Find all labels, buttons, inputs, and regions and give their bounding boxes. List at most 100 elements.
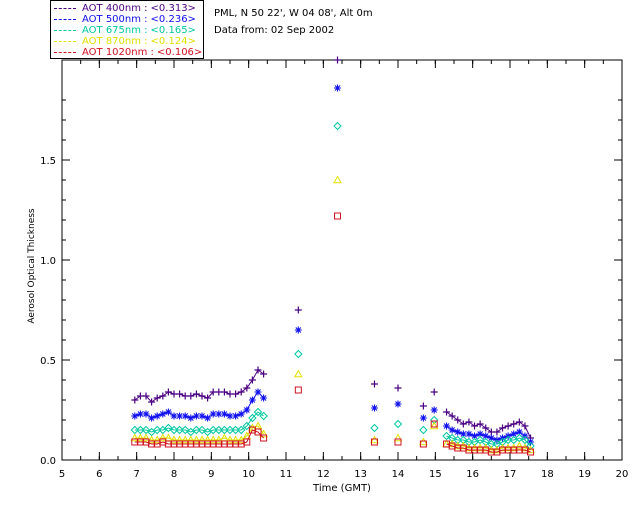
legend-value: <0.124>	[150, 36, 196, 47]
series-line	[446, 411, 531, 439]
data-point-triangle	[419, 437, 428, 446]
x-tick-label: 5	[59, 469, 65, 480]
data-point-triangle	[453, 441, 463, 450]
series-line	[446, 425, 531, 443]
data-point-triangle	[231, 435, 240, 444]
data-point-asterisk	[237, 410, 245, 418]
data-point-triangle	[192, 435, 201, 444]
data-point-triangle	[186, 435, 196, 444]
data-point-asterisk	[515, 428, 523, 436]
legend-value: <0.165>	[150, 25, 196, 36]
data-point-plus	[260, 370, 268, 378]
data-point-plus	[159, 392, 167, 400]
x-axis-label: Time (GMT)	[312, 483, 371, 494]
data-point-triangle	[169, 435, 179, 444]
data-point-diamond	[393, 419, 403, 429]
data-point-plus	[131, 396, 139, 404]
data-point-asterisk	[471, 432, 479, 440]
legend-line	[54, 19, 76, 20]
data-point-plus	[459, 420, 467, 428]
data-point-asterisk	[334, 84, 342, 92]
data-point-plus	[254, 366, 262, 374]
data-point-triangle	[503, 443, 513, 452]
data-point-asterisk	[454, 428, 462, 436]
data-point-diamond	[333, 121, 342, 131]
x-tick-label: 11	[280, 469, 293, 480]
data-point-triangle	[180, 435, 190, 444]
data-point-asterisk	[419, 414, 427, 422]
data-point-plus	[419, 402, 427, 410]
data-point-asterisk	[243, 406, 251, 414]
legend-label: AOT 675nm :	[82, 25, 148, 36]
date-info: Data from: 02 Sep 2002	[214, 25, 335, 36]
data-point-square	[254, 428, 262, 436]
data-point-triangle	[509, 443, 519, 452]
x-tick-label: 7	[133, 469, 139, 480]
data-point-asterisk	[209, 410, 217, 418]
y-tick-label: 0.5	[40, 356, 56, 367]
plot-frame	[61, 59, 623, 461]
legend-item-675nm: AOT 675nm : <0.165>	[51, 25, 203, 36]
data-point-plus	[248, 376, 256, 384]
x-tick-label: 17	[504, 469, 517, 480]
data-point-plus	[482, 424, 490, 432]
data-point-asterisk	[148, 414, 156, 422]
data-point-triangle	[158, 433, 168, 442]
data-point-triangle	[147, 435, 156, 444]
data-point-asterisk	[443, 422, 451, 430]
legend-label: AOT 400nm :	[82, 3, 148, 14]
data-point-triangle	[175, 435, 184, 444]
data-point-plus	[370, 380, 378, 388]
data-point-diamond	[253, 407, 263, 417]
legend-label: AOT 1020nm :	[82, 47, 154, 58]
data-point-plus	[476, 420, 484, 428]
data-point-triangle	[486, 445, 496, 454]
data-point-asterisk	[215, 410, 223, 418]
data-point-diamond	[214, 425, 224, 435]
data-point-diamond	[180, 425, 190, 435]
series-line	[134, 369, 264, 403]
y-tick-label: 1.5	[40, 156, 56, 167]
data-point-asterisk	[476, 430, 484, 438]
data-point-square	[334, 212, 342, 220]
x-tick-label: 19	[578, 469, 591, 480]
data-point-triangle	[259, 429, 268, 438]
data-point-plus	[465, 418, 473, 426]
data-point-asterisk	[192, 412, 200, 420]
data-point-plus	[192, 390, 200, 398]
data-point-plus	[232, 390, 240, 398]
data-point-diamond	[152, 425, 162, 435]
data-point-plus	[448, 412, 456, 420]
data-point-plus	[454, 416, 462, 424]
data-point-diamond	[197, 425, 207, 435]
series-aot-400nm	[131, 56, 535, 442]
data-point-diamond	[175, 425, 184, 435]
data-point-triangle	[152, 435, 162, 444]
data-point-triangle	[492, 445, 502, 454]
series-group	[130, 56, 535, 456]
data-point-triangle	[141, 433, 151, 442]
data-point-square	[430, 420, 438, 428]
data-point-plus	[510, 420, 518, 428]
series-aot-675nm	[130, 121, 535, 451]
data-point-diamond	[164, 423, 173, 433]
data-point-asterisk	[260, 394, 268, 402]
legend-item-500nm: AOT 500nm : <0.236>	[51, 14, 203, 25]
data-point-asterisk	[510, 430, 518, 438]
data-point-plus	[237, 388, 245, 396]
data-point-square	[527, 448, 535, 456]
x-tick-label: 13	[354, 469, 367, 480]
data-point-asterisk	[459, 430, 467, 438]
data-point-plus	[243, 384, 251, 392]
x-tick-label: 16	[466, 469, 479, 480]
data-point-asterisk	[198, 412, 206, 420]
data-point-diamond	[419, 425, 428, 435]
data-point-diamond	[192, 425, 201, 435]
data-point-plus	[164, 388, 172, 396]
data-point-asterisk	[204, 414, 212, 422]
data-point-asterisk	[430, 406, 438, 414]
data-point-triangle	[481, 443, 491, 452]
y-axis-label: Aerosol Optical Thickness	[27, 208, 37, 324]
data-point-diamond	[370, 423, 379, 433]
data-point-asterisk	[153, 412, 161, 420]
